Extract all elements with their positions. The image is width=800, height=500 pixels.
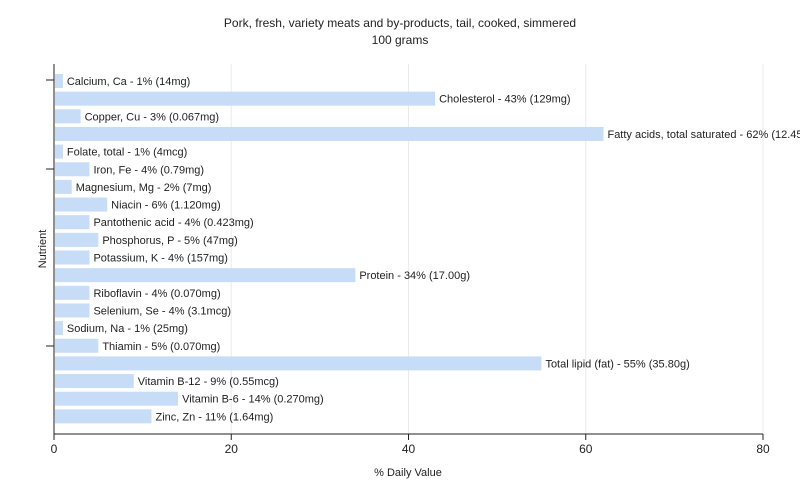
- bar: [55, 126, 604, 141]
- bar-label: Iron, Fe - 4% (0.79mg): [93, 164, 204, 176]
- bar-label: Copper, Cu - 3% (0.067mg): [85, 111, 220, 123]
- bar: [55, 268, 356, 283]
- bar: [55, 197, 108, 212]
- bar: [55, 109, 81, 124]
- bar-label: Sodium, Na - 1% (25mg): [67, 323, 188, 335]
- bars: Calcium, Ca - 1% (14mg) Cholesterol - 43%…: [55, 74, 800, 424]
- bar: [55, 303, 90, 318]
- x-tick-label: 80: [756, 442, 770, 456]
- x-tick-label: 0: [51, 442, 58, 456]
- bar-label: Vitamin B-12 - 9% (0.55mcg): [138, 376, 279, 388]
- bar-label: Phosphorus, P - 5% (47mg): [102, 235, 238, 247]
- bar: [55, 250, 90, 265]
- bar-label: Folate, total - 1% (4mcg): [67, 147, 187, 159]
- bar-label: Cholesterol - 43% (129mg): [439, 94, 570, 106]
- bar: [55, 162, 90, 177]
- bar-label: Riboflavin - 4% (0.070mg): [93, 288, 220, 300]
- x-tick-label: 40: [402, 442, 416, 456]
- bar: [55, 179, 72, 194]
- bar-label: Fatty acids, total saturated - 62% (12.4…: [607, 129, 800, 141]
- gridlines: [230, 64, 764, 434]
- chart-title: Pork, fresh, variety meats and by-produc…: [223, 16, 577, 30]
- bar: [55, 91, 436, 106]
- bar: [55, 356, 542, 371]
- y-axis-title: Nutrient: [37, 230, 49, 269]
- bar-label: Potassium, K - 4% (157mg): [93, 253, 228, 265]
- bar: [55, 321, 63, 336]
- bar-label: Vitamin B-6 - 14% (0.270mg): [182, 394, 324, 406]
- bar-label: Pantothenic acid - 4% (0.423mg): [93, 217, 253, 229]
- bar: [55, 74, 63, 88]
- bar: [55, 374, 134, 389]
- x-tick-label: 20: [225, 442, 239, 456]
- bar: [55, 232, 99, 247]
- bar: [55, 409, 152, 424]
- bar: [55, 144, 63, 159]
- x-axis-title: % Daily Value: [374, 467, 442, 479]
- x-tick-label: 60: [579, 442, 593, 456]
- bar: [55, 391, 179, 406]
- bar: [55, 285, 90, 300]
- bar: [55, 215, 90, 230]
- bar-label: Selenium, Se - 4% (3.1mcg): [93, 305, 231, 317]
- x-ticks: 0 20 40 60 80: [51, 434, 770, 456]
- bar-label: Protein - 34% (17.00g): [359, 270, 470, 282]
- bar-label: Thiamin - 5% (0.070mg): [102, 341, 220, 353]
- chart-subtitle: 100 grams: [371, 33, 429, 47]
- bar-label: Niacin - 6% (1.120mg): [111, 200, 220, 212]
- bar: [55, 338, 99, 353]
- bar-label: Calcium, Ca - 1% (14mg): [67, 76, 190, 88]
- bar-label: Total lipid (fat) - 55% (35.80g): [545, 358, 689, 370]
- bar-label: Magnesium, Mg - 2% (7mg): [76, 182, 212, 194]
- bar-label: Zinc, Zn - 11% (1.64mg): [155, 411, 273, 423]
